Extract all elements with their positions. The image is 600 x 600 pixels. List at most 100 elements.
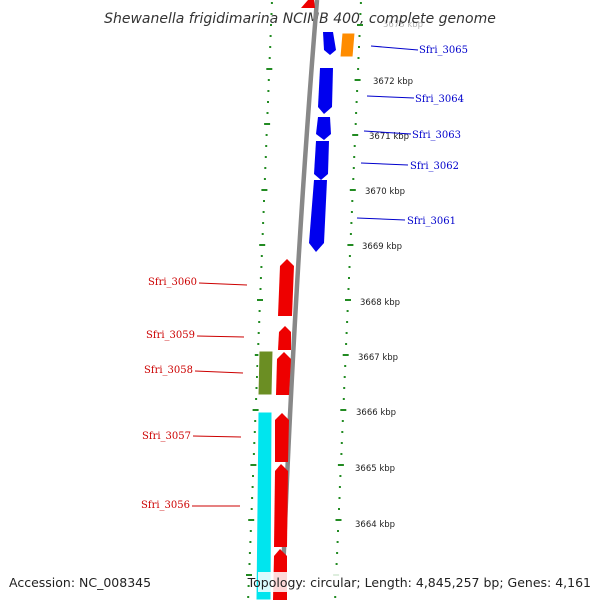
scale-tick: [351, 200, 354, 202]
gene-arrow-sfri-3057-cyan: [255, 411, 273, 600]
scale-tick: [251, 486, 254, 488]
scale-tick: [355, 101, 358, 103]
gene-label-sfri-3057[interactable]: Sfri_3057: [142, 431, 191, 442]
scale-tick: [343, 387, 346, 389]
scale-tick: [342, 398, 345, 400]
scale-tick: [358, 46, 360, 48]
scale-tick: [259, 277, 262, 279]
scale-tick: [353, 145, 356, 147]
gene-arrow-sfri-3060: [278, 259, 294, 316]
scale-tick: [255, 387, 258, 389]
reverse-gene-labels: Sfri_3060 Sfri_3059 Sfri_3058 Sfri_3057 …: [141, 277, 248, 511]
leader-line: [370, 45, 419, 51]
reverse-strand-genes: [255, 259, 294, 600]
scale-tick: [336, 552, 339, 554]
forward-gene-labels: Sfri_3065 Sfri_3064 Sfri_3063 Sfri_3062 …: [356, 45, 468, 227]
scale-tick: [253, 431, 256, 433]
scale-tick: [346, 310, 349, 312]
scale-label: 3668 kbp: [360, 298, 400, 308]
gene-label-sfri-3058[interactable]: Sfri_3058: [144, 365, 193, 376]
scale-tick: [263, 178, 266, 180]
gene-arrow-sfri-3056-red: [274, 464, 288, 547]
scale-tick: [256, 365, 259, 367]
scale-tick: [352, 134, 359, 136]
scale-tick: [354, 123, 357, 125]
scale-tick: [270, 2, 273, 4]
scale-label: 3664 kbp: [355, 520, 395, 530]
outer-tick-ring-left: [246, 2, 273, 598]
scale-label: 3670 kbp: [365, 187, 405, 197]
scale-tick: [270, 13, 273, 15]
scale-tick: [357, 57, 360, 59]
leader-line: [196, 335, 245, 338]
scale-tick: [354, 79, 361, 81]
scale-tick: [347, 288, 350, 290]
scale-tick: [348, 266, 351, 268]
gene-label-sfri-3063[interactable]: Sfri_3063: [412, 130, 461, 141]
scale-tick: [248, 552, 251, 554]
leader-line: [360, 162, 409, 166]
forward-strand-genes: [301, 0, 356, 252]
scale-tick: [341, 431, 344, 433]
scale-tick: [254, 420, 257, 422]
scale-tick: [258, 321, 261, 323]
scale-tick: [348, 277, 350, 279]
scale-tick: [267, 101, 269, 103]
gene-arrow-sfri-3058-olive: [257, 350, 274, 396]
scale-tick: [339, 475, 342, 477]
gene-arrow-sfri-3064: [318, 68, 333, 114]
scale-tick: [346, 321, 349, 323]
scale-label: 3672 kbp: [373, 77, 413, 87]
scale-tick: [256, 376, 258, 378]
scale-tick: [335, 519, 342, 521]
scale-tick: [345, 343, 348, 345]
gene-arrow-sfri-3065-orange: [339, 32, 356, 58]
scale-tick: [253, 442, 256, 444]
gene-arrow-sfri-3065-blue: [323, 32, 336, 55]
accession-text: Accession: NC_008345: [9, 575, 151, 590]
scale-tick: [349, 233, 352, 235]
scale-tick: [250, 508, 253, 510]
genome-title: Shewanella frigidimarina NCIMB 400, comp…: [104, 11, 496, 27]
scale-tick: [340, 409, 347, 411]
scale-tick: [247, 596, 250, 598]
scale-tick: [261, 189, 268, 191]
scale-tick: [338, 486, 341, 488]
scale-tick: [261, 233, 264, 235]
scale-tick: [250, 464, 257, 466]
scale-tick: [258, 310, 261, 312]
scale-tick: [335, 563, 338, 565]
scale-tick: [345, 299, 351, 301]
scale-tick: [255, 398, 258, 400]
scale-tick: [350, 222, 353, 224]
gene-label-sfri-3065[interactable]: Sfri_3065: [419, 45, 468, 56]
scale-tick: [359, 2, 362, 4]
scale-tick: [350, 211, 353, 213]
gene-label-sfri-3056[interactable]: Sfri_3056: [141, 500, 190, 511]
gene-arrow-sfri-3058-red: [276, 352, 291, 395]
gene-label-sfri-3064[interactable]: Sfri_3064: [415, 94, 464, 105]
scale-tick: [248, 563, 251, 565]
scale-tick: [356, 90, 359, 92]
gene-label-sfri-3059[interactable]: Sfri_3059: [146, 330, 195, 341]
scale-tick: [266, 112, 269, 114]
gene-arrow-sfri-3063: [316, 117, 331, 140]
scale-tick: [246, 574, 252, 576]
scale-tick: [268, 57, 271, 59]
gene-label-sfri-3062[interactable]: Sfri_3062: [410, 161, 459, 172]
scale-tick: [340, 453, 343, 455]
scale-tick: [267, 90, 270, 92]
leader-line: [363, 130, 412, 135]
gene-label-sfri-3061[interactable]: Sfri_3061: [407, 216, 456, 227]
scale-tick: [352, 178, 355, 180]
gene-label-sfri-3060[interactable]: Sfri_3060: [148, 277, 197, 288]
scale-tick: [358, 35, 361, 37]
scale-tick: [257, 332, 260, 334]
scale-tick: [257, 343, 260, 345]
scale-label: 3666 kbp: [356, 408, 396, 418]
gene-arrow-sfri-3061: [309, 180, 327, 252]
scale-tick: [264, 167, 267, 169]
scale-tick: [248, 519, 255, 521]
footer-backdrop: [258, 572, 594, 592]
scale-tick: [252, 475, 254, 477]
